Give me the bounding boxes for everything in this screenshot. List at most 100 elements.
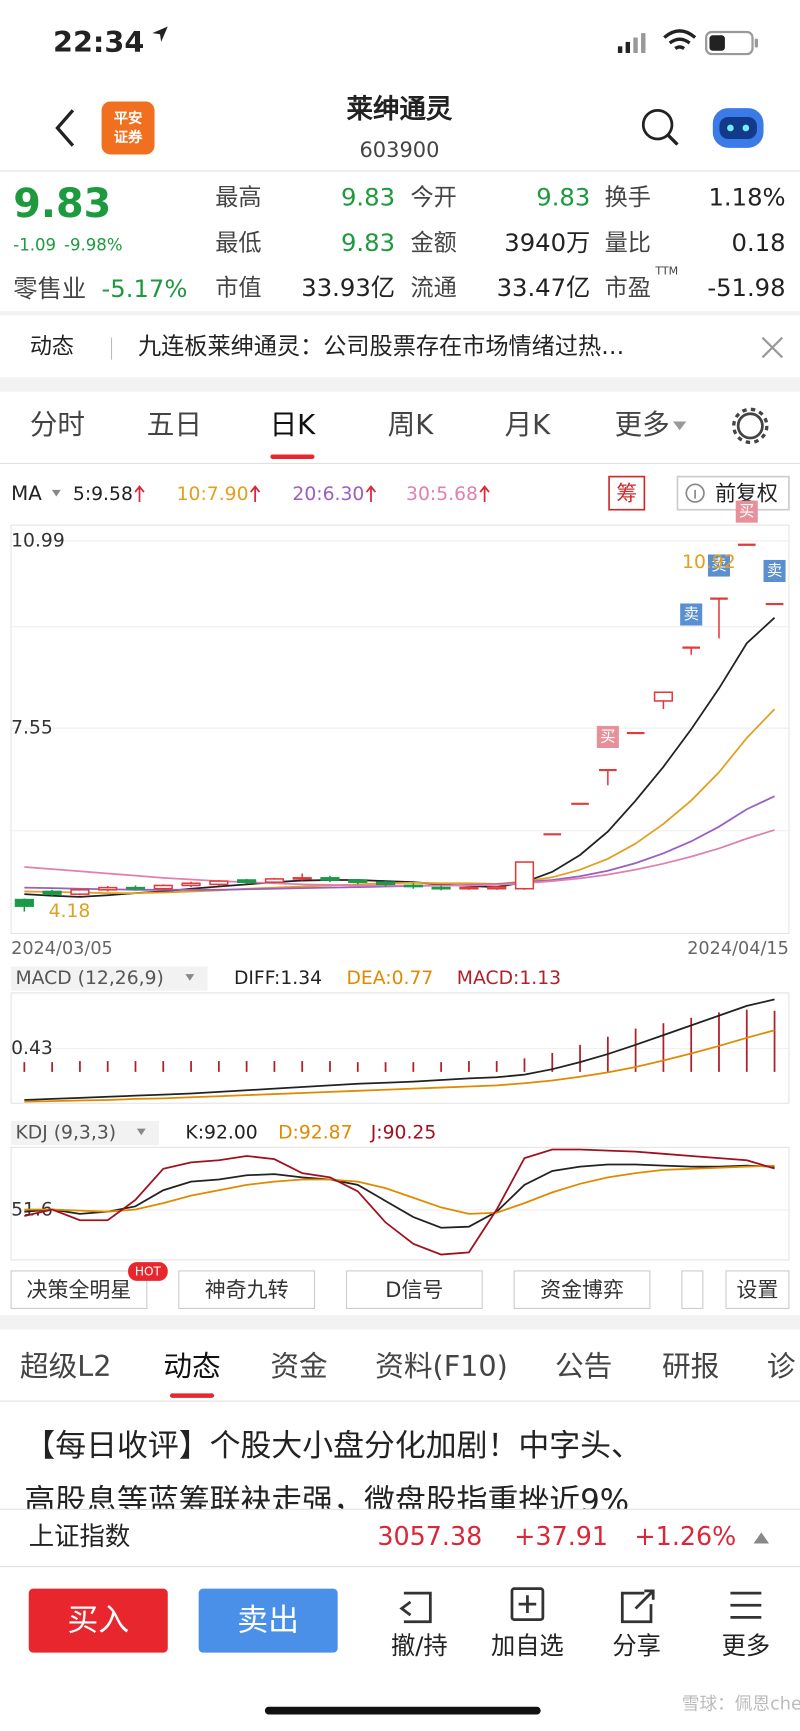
candle-body bbox=[181, 882, 201, 887]
signal-label: 卖 bbox=[767, 561, 782, 579]
ma-label[interactable]: MA bbox=[11, 482, 42, 505]
content-tab[interactable]: 公告 bbox=[555, 1349, 612, 1383]
tool-button[interactable] bbox=[178, 1270, 316, 1310]
kline-tab[interactable]: 分时 bbox=[30, 408, 85, 441]
candle-body bbox=[320, 877, 340, 881]
candle-body bbox=[459, 886, 479, 890]
separator bbox=[0, 377, 800, 392]
article-title[interactable]: 【每日收评】个股大小盘分化加剧！中字头、 bbox=[24, 1428, 642, 1464]
kline-tab[interactable]: 五日 bbox=[147, 408, 202, 441]
tool-label[interactable]: 设置 bbox=[736, 1278, 778, 1302]
settings-button[interactable] bbox=[732, 407, 769, 445]
tool-label[interactable]: 神奇九转 bbox=[205, 1278, 289, 1302]
content-tab[interactable]: 研报 bbox=[662, 1349, 719, 1383]
chip-box[interactable] bbox=[608, 475, 646, 511]
logo-text: 证券 bbox=[114, 128, 143, 146]
ticker-tag[interactable]: 动态 bbox=[30, 335, 74, 360]
field-label: 今开 bbox=[410, 185, 456, 211]
action-label[interactable]: 更多 bbox=[722, 1631, 771, 1660]
y-tick-label: 7.55 bbox=[11, 718, 53, 739]
content-tab[interactable]: 资金 bbox=[270, 1349, 327, 1383]
kdj-title[interactable]: KDJ (9,3,3) bbox=[16, 1123, 117, 1144]
candle-body bbox=[42, 890, 62, 895]
ticker-close[interactable] bbox=[761, 336, 784, 359]
broker-logo bbox=[101, 101, 155, 155]
tool-button[interactable] bbox=[513, 1270, 651, 1310]
kline-tab[interactable]: 周K bbox=[388, 408, 435, 441]
indicator-header[interactable] bbox=[11, 966, 208, 991]
indicator-header[interactable] bbox=[11, 1120, 159, 1146]
kline-tab[interactable]: 日K bbox=[270, 408, 317, 441]
candle-body bbox=[487, 886, 507, 890]
legend-entry: DEA:0.77 bbox=[346, 968, 433, 989]
separator bbox=[0, 1315, 800, 1330]
signal-box bbox=[763, 559, 786, 583]
index-change-pct: +1.26% bbox=[634, 1521, 736, 1551]
indicator-line bbox=[24, 1148, 775, 1256]
icon-share[interactable] bbox=[620, 1589, 655, 1624]
sector-change: -5.17% bbox=[102, 274, 188, 303]
field-label: 换手 bbox=[605, 185, 651, 211]
candle-body bbox=[264, 878, 285, 883]
legend-entry: 5:9.58 bbox=[73, 484, 133, 505]
action-label[interactable]: 撤/持 bbox=[391, 1631, 448, 1660]
signal-label: 卖 bbox=[711, 556, 726, 574]
tool-label[interactable]: 资金博弈 bbox=[540, 1278, 624, 1302]
kline-tab[interactable]: 月K bbox=[505, 408, 552, 441]
back-button[interactable] bbox=[55, 109, 75, 147]
expand-arrow[interactable] bbox=[753, 1532, 770, 1544]
stock-name: 莱绅通灵 bbox=[347, 94, 453, 125]
legend-arrow bbox=[365, 485, 377, 502]
dropdown-arrow bbox=[673, 421, 687, 431]
tool-label[interactable]: D信号 bbox=[385, 1278, 443, 1302]
hot-badge bbox=[128, 1262, 168, 1281]
index-name[interactable]: 上证指数 bbox=[29, 1521, 130, 1551]
buy-button[interactable] bbox=[28, 1588, 168, 1653]
buy-label[interactable]: 买入 bbox=[67, 1602, 129, 1638]
assistant-button[interactable] bbox=[712, 108, 764, 148]
signal-box bbox=[680, 603, 703, 626]
candle-body bbox=[14, 898, 34, 907]
ticker-text[interactable]: 九连板莱绅通灵：公司股票存在市场情绪过热… bbox=[138, 334, 624, 360]
field-label: 流通 bbox=[410, 276, 456, 302]
signal-label: 买 bbox=[600, 727, 615, 745]
signal-box bbox=[735, 500, 758, 523]
sell-label[interactable]: 卖出 bbox=[237, 1602, 299, 1638]
content-tab[interactable]: 动态 bbox=[163, 1349, 220, 1383]
legend-arrow bbox=[134, 485, 145, 502]
action-label[interactable]: 分享 bbox=[612, 1631, 661, 1660]
legend-entry: 30:5.68 bbox=[406, 484, 478, 505]
sell-button[interactable] bbox=[198, 1588, 338, 1653]
logo-text: 平安 bbox=[114, 109, 143, 127]
indicator-line bbox=[24, 1164, 775, 1215]
field-label: 最高 bbox=[215, 185, 261, 211]
candle-body bbox=[348, 879, 368, 883]
tool-button[interactable] bbox=[10, 1270, 148, 1310]
icon-more[interactable] bbox=[730, 1591, 762, 1619]
indicator-line bbox=[24, 1163, 775, 1229]
tool-label[interactable]: 决策全明星 bbox=[27, 1278, 132, 1302]
field-label: 最低 bbox=[215, 230, 261, 256]
action-label[interactable]: 加自选 bbox=[491, 1631, 564, 1660]
search-button[interactable] bbox=[641, 108, 679, 146]
content-tabs: 超级L2 动态 资金 资料(F10) 公告 研报 诊 bbox=[20, 1349, 796, 1398]
content-tab[interactable]: 超级L2 bbox=[20, 1349, 112, 1383]
chip-text[interactable]: 筹 bbox=[616, 481, 637, 505]
signal-box bbox=[707, 554, 731, 577]
content-tab[interactable]: 诊 bbox=[767, 1349, 796, 1383]
index-bar[interactable] bbox=[0, 1509, 800, 1567]
tool-button[interactable] bbox=[681, 1270, 704, 1310]
adjust-box[interactable] bbox=[676, 475, 790, 511]
kline-tab[interactable]: 更多 bbox=[615, 408, 670, 441]
tool-buttons: 决策全明星 神奇九转 D信号 资金博弈 设置 HOT bbox=[10, 1262, 790, 1310]
icon-withdraw[interactable] bbox=[399, 1591, 432, 1624]
icon-watch[interactable] bbox=[518, 1595, 537, 1613]
legend-entry: J:90.25 bbox=[370, 1123, 437, 1144]
tool-button[interactable] bbox=[725, 1270, 790, 1310]
icon-watch[interactable] bbox=[510, 1587, 545, 1621]
content-tab[interactable]: 资料(F10) bbox=[375, 1349, 508, 1383]
tool-button[interactable] bbox=[345, 1270, 483, 1310]
macd-title[interactable]: MACD (12,26,9) bbox=[16, 968, 164, 989]
